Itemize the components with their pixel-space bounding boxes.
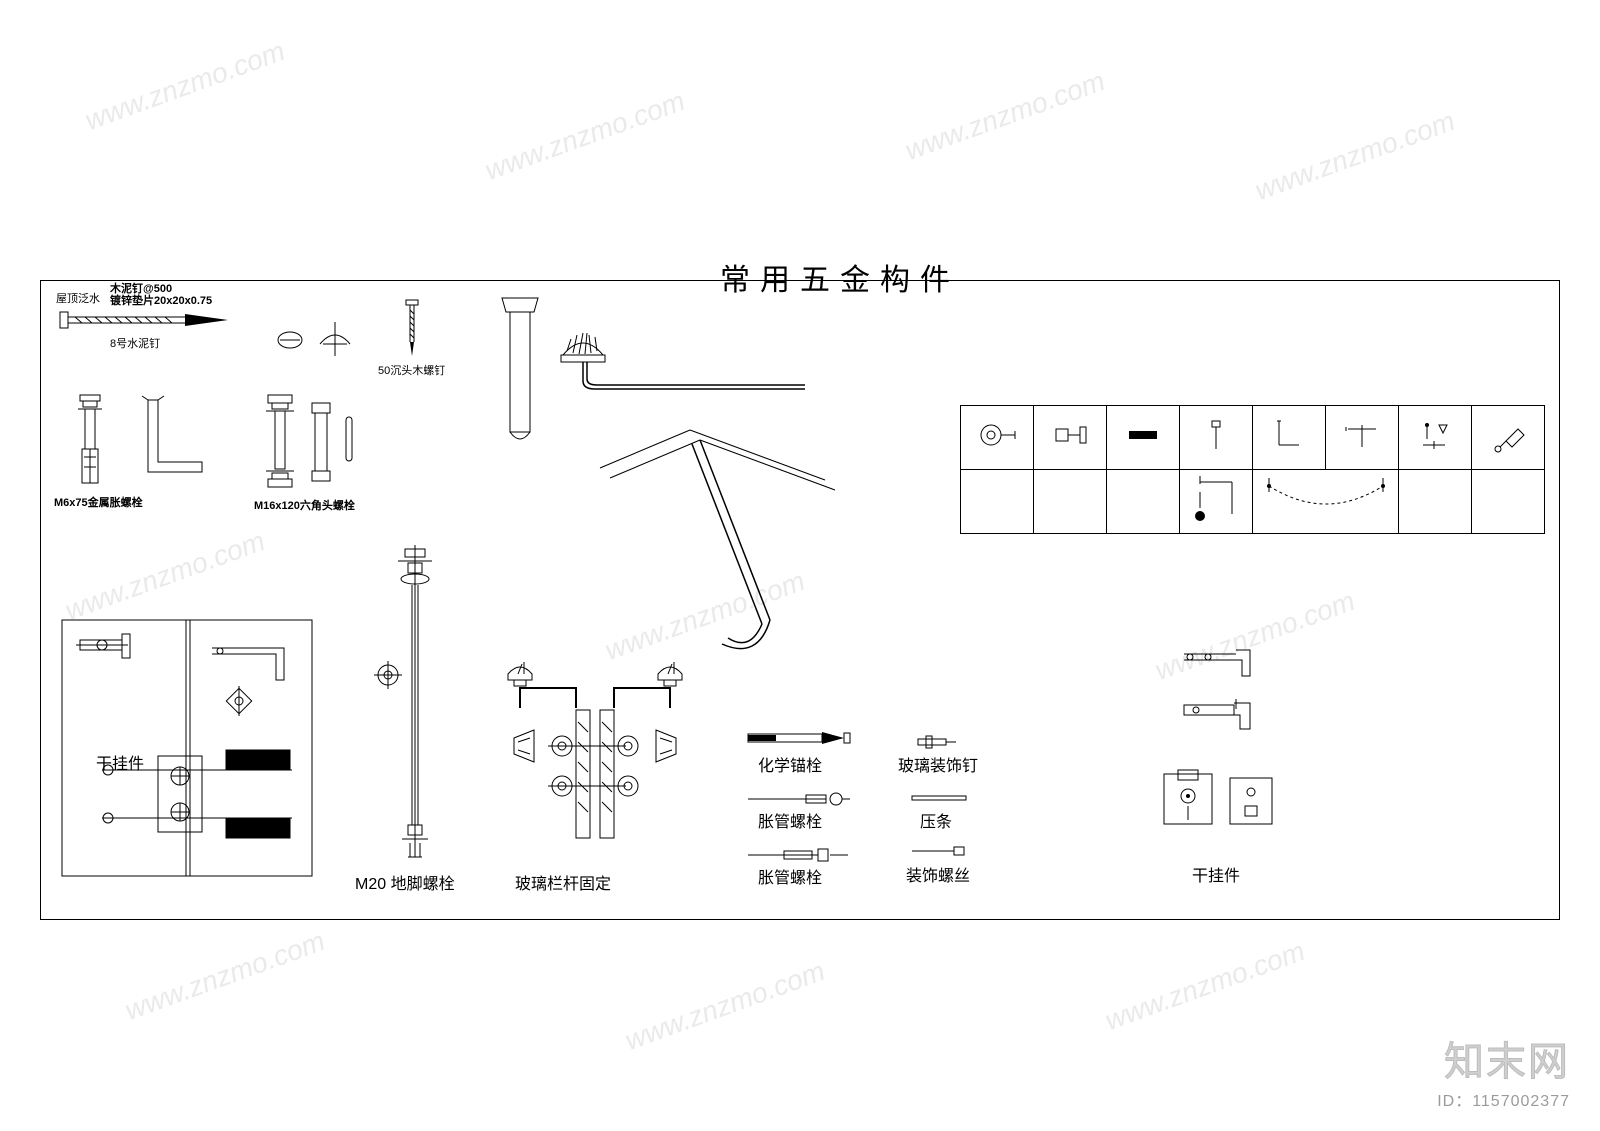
curved-pipe-icon — [555, 325, 815, 395]
dry-hang-plate-a-icon — [1160, 770, 1216, 830]
label-roof-flash: 屋顶泛水 — [56, 290, 100, 306]
watermark-id: ID：1157002377 — [1437, 1087, 1570, 1111]
chem-anchor-icon — [748, 730, 853, 746]
grid-icon-bar — [1123, 417, 1163, 453]
grid-icon-chain — [1261, 472, 1391, 526]
m6x75-anchor-icon — [70, 395, 110, 490]
drainpipe-icon — [490, 298, 550, 448]
label-cement-nail: 8号水泥钉 — [110, 335, 160, 351]
dry-hang-bracket-b-icon — [1180, 695, 1270, 735]
twisted-nail-icon — [60, 308, 230, 332]
grid-icon-t2 — [1342, 417, 1382, 453]
label-exp-bolt-1: 胀管螺栓 — [758, 808, 822, 832]
icon-grid — [960, 405, 1545, 534]
label-m16x120: M16x120六角头螺栓 — [254, 497, 355, 513]
label-glass-rail: 玻璃栏杆固定 — [515, 870, 611, 894]
grid-icon-l — [1269, 417, 1309, 453]
watermark-diag: www.znzmo.com — [121, 925, 329, 1027]
angle-bracket-icon — [140, 400, 210, 480]
dry-hang-bracket-a-icon — [1180, 640, 1270, 680]
label-deco-screw: 装饰螺丝 — [906, 862, 970, 886]
glass-nail-icon — [918, 736, 958, 748]
label-dry-hang-left: 干挂件 — [96, 750, 144, 774]
glass-rail-fix-icon — [480, 630, 710, 850]
watermark-diag: www.znzmo.com — [621, 955, 829, 1057]
dry-hang-plate-b-icon — [1228, 776, 1274, 828]
label-m20: M20 地脚螺栓 — [355, 870, 455, 894]
label-nail-spec: 木泥钉@500 镀锌垫片20x20x0.75 — [110, 283, 212, 307]
label-m6x75: M6x75金属胀螺栓 — [54, 494, 143, 510]
watermark-diag: www.znzmo.com — [481, 85, 689, 187]
exp-bolt-2-icon — [748, 848, 853, 862]
grid-icon-lamp — [1488, 417, 1528, 453]
deco-screw-icon — [912, 846, 966, 856]
grid-icon-pipe-ball — [1186, 472, 1246, 526]
page-title: 常用五金构件 — [720, 255, 960, 299]
watermark-diag: www.znzmo.com — [81, 35, 289, 137]
label-wood-screw: 50沉头木螺钉 — [378, 362, 445, 378]
watermark-diag: www.znzmo.com — [1251, 105, 1459, 207]
grid-icon-clip — [1050, 417, 1090, 453]
label-chem-anchor: 化学锚栓 — [758, 752, 822, 776]
watermark-diag: www.znzmo.com — [1101, 935, 1309, 1037]
exp-bolt-1-icon — [748, 792, 853, 806]
watermark-brand: 知末网 — [1437, 1029, 1570, 1087]
grid-icon-tee — [1196, 417, 1236, 453]
grid-icon-pins — [1415, 417, 1455, 453]
m16x120-bolt-icon — [260, 395, 370, 495]
screw-head-side-icon — [275, 320, 355, 360]
label-exp-bolt-2: 胀管螺栓 — [758, 864, 822, 888]
grid-icon-plug — [977, 417, 1017, 453]
watermark-logo: 知末网 ID：1157002377 — [1437, 1029, 1570, 1111]
wood-screw-icon — [400, 300, 424, 360]
label-dry-hang-right: 干挂件 — [1192, 862, 1240, 886]
label-bead: 压条 — [920, 808, 952, 832]
label-glass-nail: 玻璃装饰钉 — [898, 752, 978, 776]
m20-anchor-icon — [380, 545, 450, 865]
watermark-diag: www.znzmo.com — [901, 65, 1109, 167]
bead-icon — [912, 794, 966, 802]
